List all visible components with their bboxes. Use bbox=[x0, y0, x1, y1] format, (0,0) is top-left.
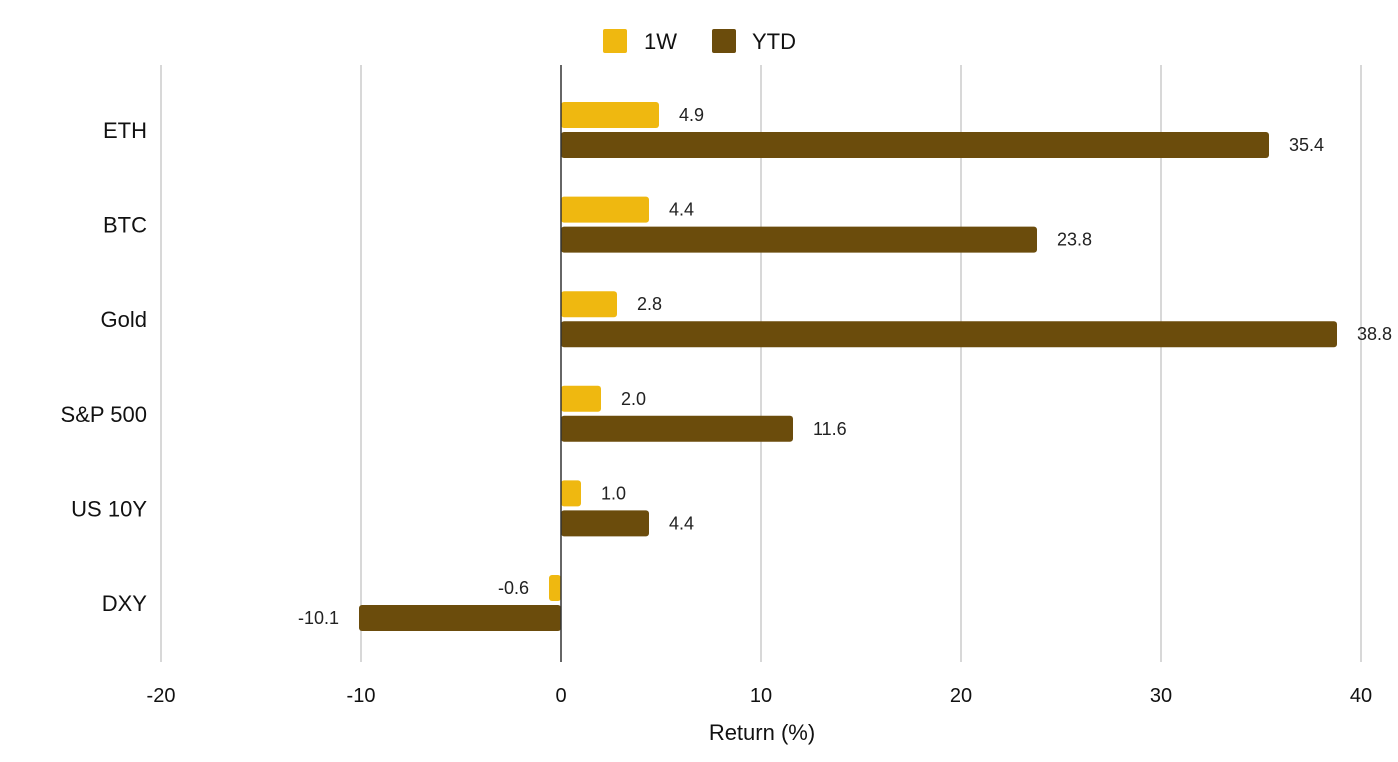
category-label: ETH bbox=[103, 118, 147, 143]
category-label: BTC bbox=[103, 213, 147, 238]
data-label-1w-2: 2.8 bbox=[637, 294, 662, 314]
x-tick-label: 10 bbox=[750, 685, 772, 707]
data-label-1w-1: 4.4 bbox=[669, 200, 694, 220]
data-label-1w-5: -0.6 bbox=[498, 578, 529, 598]
grid bbox=[160, 65, 1362, 662]
data-label-1w-3: 2.0 bbox=[621, 389, 646, 409]
x-axis-ticks: -20 -10 0 10 20 30 40 bbox=[147, 685, 1373, 707]
data-label-ytd-3: 11.6 bbox=[813, 419, 847, 439]
bar-ytd-4 bbox=[561, 510, 649, 537]
x-tick-label: -20 bbox=[147, 685, 176, 707]
data-labels: 4.9 35.4 4.4 23.8 2.8 38.8 2.0 11.6 1.0 4.4 -0.6 -1… bbox=[298, 105, 1392, 628]
x-tick-label: 0 bbox=[555, 685, 566, 707]
category-labels: ETH BTC Gold S&P 500 US 10Y DXY bbox=[61, 118, 148, 616]
bar-ytd-3 bbox=[561, 415, 793, 442]
bar-ytd-0 bbox=[561, 132, 1269, 158]
data-label-ytd-4: 4.4 bbox=[669, 513, 694, 533]
x-axis-title: Return (%) bbox=[709, 720, 815, 745]
category-label: Gold bbox=[101, 307, 147, 332]
category-label: S&P 500 bbox=[61, 402, 147, 427]
x-tick-label: 30 bbox=[1150, 685, 1172, 707]
data-label-1w-0: 4.9 bbox=[679, 105, 704, 125]
bar-1w-3 bbox=[561, 385, 601, 412]
x-tick-label: 40 bbox=[1350, 685, 1372, 707]
legend-label-ytd: YTD bbox=[752, 29, 796, 54]
legend-label-1w: 1W bbox=[644, 29, 677, 54]
data-label-ytd-2: 38.8 bbox=[1357, 324, 1392, 344]
bar-ytd-2 bbox=[561, 321, 1337, 348]
legend-swatch-1w bbox=[603, 29, 627, 53]
legend-swatch-ytd bbox=[712, 29, 736, 53]
bar-ytd-1 bbox=[561, 226, 1037, 253]
category-label: US 10Y bbox=[71, 496, 147, 521]
category-label: DXY bbox=[102, 591, 148, 616]
data-label-1w-4: 1.0 bbox=[601, 483, 626, 503]
x-tick-label: 20 bbox=[950, 685, 972, 707]
legend: 1W YTD bbox=[603, 29, 796, 54]
x-tick-label: -10 bbox=[347, 685, 376, 707]
bars bbox=[359, 102, 1337, 631]
bar-1w-4 bbox=[561, 480, 581, 507]
bar-1w-1 bbox=[561, 196, 649, 223]
data-label-ytd-1: 23.8 bbox=[1057, 230, 1092, 250]
data-label-ytd-5: -10.1 bbox=[298, 608, 339, 628]
bar-1w-0 bbox=[561, 102, 659, 128]
bar-1w-5 bbox=[549, 575, 561, 601]
bar-ytd-5 bbox=[359, 605, 561, 631]
bar-1w-2 bbox=[561, 291, 617, 318]
data-label-ytd-0: 35.4 bbox=[1289, 135, 1324, 155]
